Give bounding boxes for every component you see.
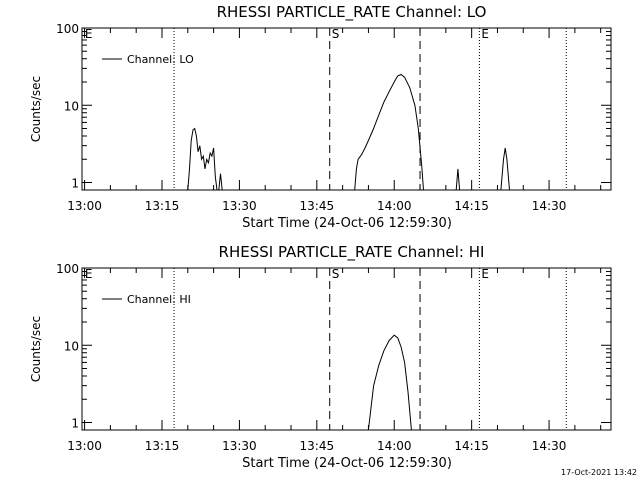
event-marker-label: E (481, 27, 489, 41)
event-marker-label: E (85, 27, 93, 41)
x-tick-label: 14:00 (377, 439, 412, 453)
x-tick-label: 13:45 (300, 439, 335, 453)
x-tick-label: 14:30 (532, 439, 567, 453)
y-tick-label: 10 (64, 339, 79, 353)
event-marker-label: S (332, 27, 340, 41)
x-tick-label: 13:30 (222, 439, 257, 453)
x-axis-label: Start Time (24-Oct-06 12:59:30) (242, 216, 452, 231)
y-tick-label: 1 (71, 177, 79, 191)
series-line (500, 147, 510, 191)
series-line (354, 73, 424, 191)
x-tick-label: 13:15 (145, 439, 180, 453)
chart-title: RHESSI PARTICLE_RATE Channel: LO (217, 3, 487, 22)
x-tick-label: 13:00 (67, 439, 102, 453)
x-tick-label: 14:00 (377, 199, 412, 213)
series-line (367, 334, 412, 431)
x-tick-label: 14:15 (454, 439, 489, 453)
series-line (187, 127, 218, 191)
event-marker-label: S (332, 267, 340, 281)
legend-label: Channel: HI (127, 293, 191, 306)
lo-channel-panel: RHESSI PARTICLE_RATE Channel: LO 1 10 100 13… (29, 3, 612, 231)
chart-title: RHESSI PARTICLE_RATE Channel: HI (219, 243, 485, 262)
y-axis-label: Counts/sec (29, 76, 43, 142)
x-tick-label: 14:30 (532, 199, 567, 213)
series-line (455, 168, 461, 191)
x-tick-label: 13:15 (145, 199, 180, 213)
x-axis-label: Start Time (24-Oct-06 12:59:30) (242, 456, 452, 471)
x-tick-label: 13:45 (300, 199, 335, 213)
hi-channel-panel: RHESSI PARTICLE_RATE Channel: HI 1 10 100 13… (29, 243, 612, 471)
x-tick-label: 13:30 (222, 199, 257, 213)
x-tick-label: 14:15 (454, 199, 489, 213)
series-line (218, 173, 223, 191)
legend-label: Channel: LO (127, 53, 194, 66)
x-tick-label: 13:00 (67, 199, 102, 213)
event-marker-label: E (85, 267, 93, 281)
y-axis-label: Counts/sec (29, 316, 43, 382)
y-tick-label: 100 (56, 262, 79, 276)
y-tick-label: 10 (64, 99, 79, 113)
y-tick-label: 100 (56, 22, 79, 36)
event-marker-label: E (481, 267, 489, 281)
timestamp-label: 17-Oct-2021 13:42 (561, 468, 637, 477)
y-tick-label: 1 (71, 417, 79, 431)
